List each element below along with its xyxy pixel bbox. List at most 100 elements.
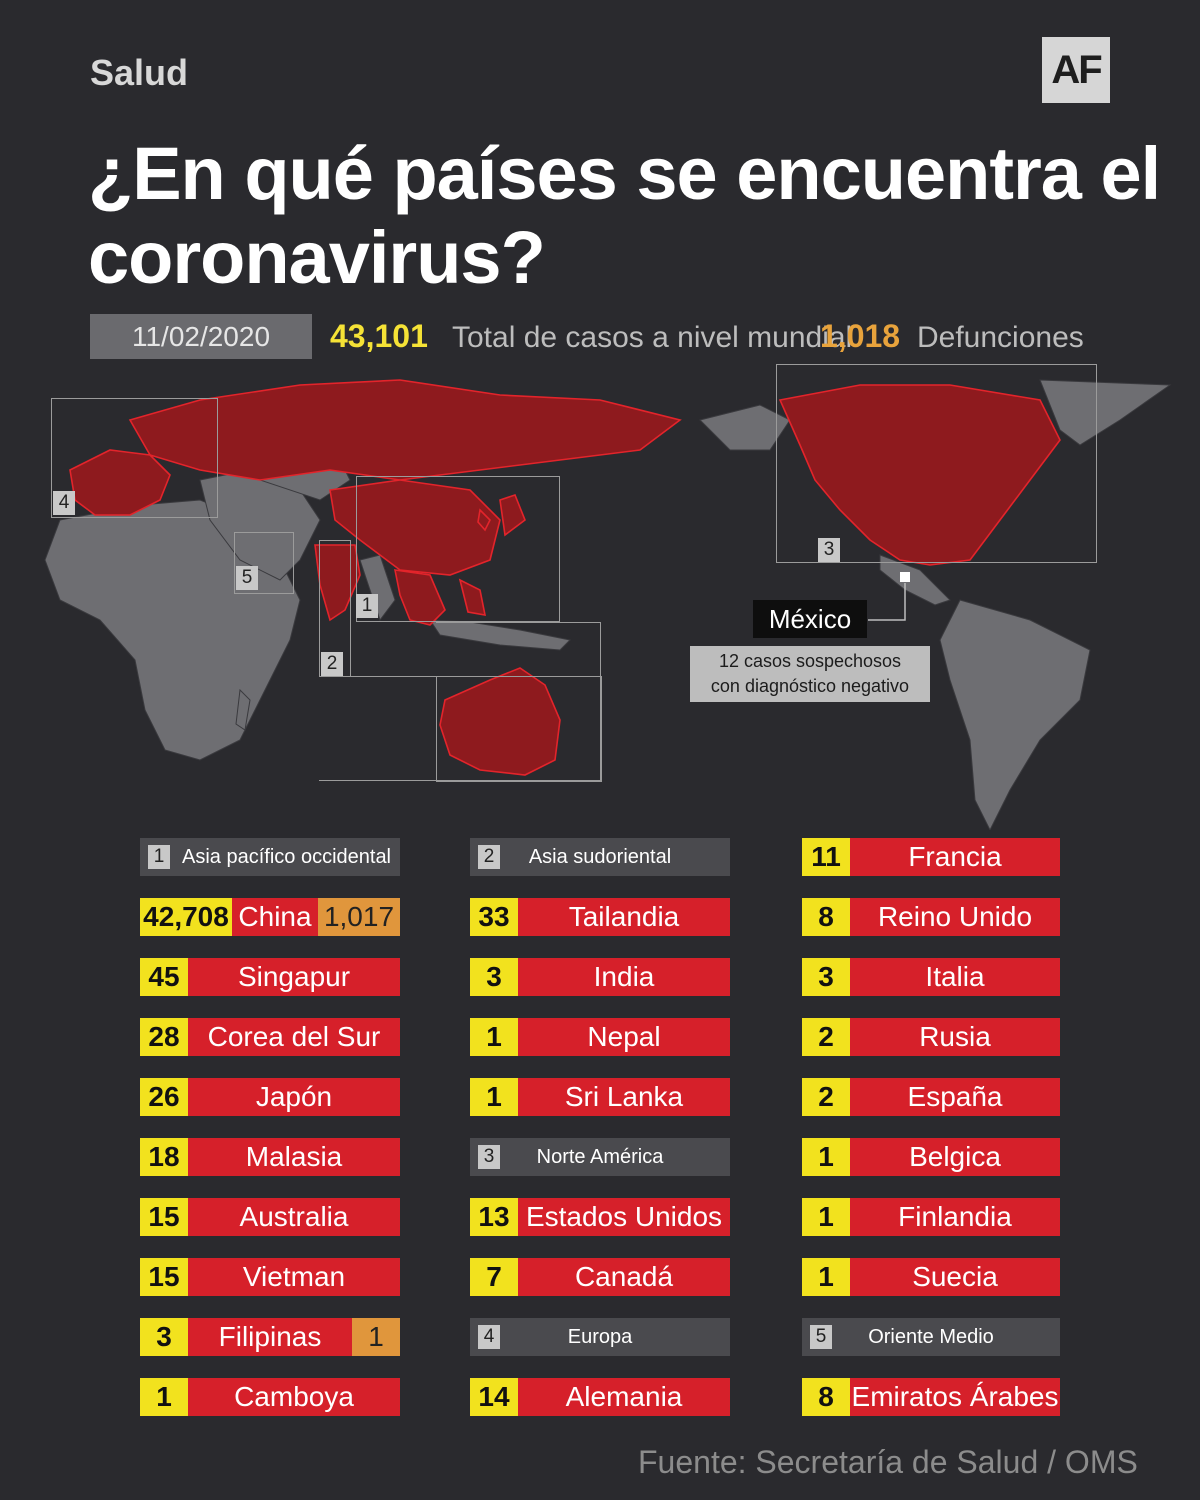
source-credit: Fuente: Secretaría de Salud / OMS	[638, 1444, 1138, 1480]
case-count: 26	[140, 1078, 188, 1116]
case-count: 14	[470, 1378, 518, 1416]
case-count: 8	[802, 1378, 850, 1416]
case-count: 1	[802, 1198, 850, 1236]
country-name: Tailandia	[518, 898, 730, 936]
country-row: 1 Sri Lanka	[470, 1078, 730, 1116]
region-header-number: 3	[478, 1145, 500, 1169]
country-name: Nepal	[518, 1018, 730, 1056]
country-name: Japón	[188, 1078, 400, 1116]
affected-land	[69, 379, 1061, 776]
total-cases-label: Total de casos a nivel mundial	[452, 321, 853, 354]
country-row: 1 Camboya	[140, 1378, 400, 1416]
case-count: 1	[802, 1138, 850, 1176]
deaths-label: Defunciones	[917, 321, 1084, 354]
country-name: Francia	[850, 838, 1060, 876]
country-row: 3 India	[470, 958, 730, 996]
country-name: Estados Unidos	[518, 1198, 730, 1236]
region-header-4: 4 Europa	[470, 1318, 730, 1356]
region-header-number: 4	[478, 1325, 500, 1349]
total-cases-value: 43,101	[330, 318, 428, 354]
case-count: 2	[802, 1078, 850, 1116]
death-count: 1,017	[318, 898, 400, 936]
country-name: Camboya	[188, 1378, 400, 1416]
region-box-2c	[436, 676, 602, 782]
case-count: 2	[802, 1018, 850, 1056]
country-row: 26 Japón	[140, 1078, 400, 1116]
case-count: 33	[470, 898, 518, 936]
case-count: 15	[140, 1258, 188, 1296]
case-count: 3	[802, 958, 850, 996]
region-number-2: 2	[321, 652, 343, 676]
case-count: 1	[802, 1258, 850, 1296]
case-count: 3	[470, 958, 518, 996]
deaths-value: 1,018	[820, 318, 901, 354]
region-header-number: 1	[148, 845, 170, 869]
country-name: Emiratos Árabes	[850, 1378, 1060, 1416]
region-box-4	[51, 398, 218, 518]
country-row: 15 Vietman	[140, 1258, 400, 1296]
region-box-3	[776, 364, 1097, 563]
region-number-5: 5	[236, 566, 258, 590]
country-name: Alemania	[518, 1378, 730, 1416]
country-name: Canadá	[518, 1258, 730, 1296]
case-count: 3	[140, 1318, 188, 1356]
country-name: Reino Unido	[850, 898, 1060, 936]
country-row: 1 Nepal	[470, 1018, 730, 1056]
country-name: Suecia	[850, 1258, 1060, 1296]
country-name: Australia	[188, 1198, 400, 1236]
country-row: 1 Suecia	[802, 1258, 1060, 1296]
region-header-1: 1 Asia pacífico occidental	[140, 838, 400, 876]
country-row: 3 Italia	[802, 958, 1060, 996]
country-row: 11 Francia	[802, 838, 1060, 876]
region-header-label: Oriente Medio	[868, 1325, 994, 1348]
country-row: 42,708 China 1,017	[140, 898, 400, 936]
country-name: Rusia	[850, 1018, 1060, 1056]
country-name: India	[518, 958, 730, 996]
region-box-2b	[319, 622, 601, 781]
country-row: 15 Australia	[140, 1198, 400, 1236]
country-row: 7 Canadá	[470, 1258, 730, 1296]
country-name: China	[232, 898, 318, 936]
region-header-number: 2	[478, 845, 500, 869]
region-box-5	[234, 532, 294, 594]
country-row: 14 Alemania	[470, 1378, 730, 1416]
mexico-note-line1: 12 casos sospechosos	[718, 651, 902, 671]
case-count: 45	[140, 958, 188, 996]
mexico-note: 12 casos sospechosos con diagnóstico neg…	[690, 646, 930, 702]
case-count: 15	[140, 1198, 188, 1236]
country-name: España	[850, 1078, 1060, 1116]
country-row: 13 Estados Unidos	[470, 1198, 730, 1236]
country-name: Italia	[850, 958, 1060, 996]
country-name: Corea del Sur	[188, 1018, 400, 1056]
country-name: Vietman	[188, 1258, 400, 1296]
mexico-connector	[868, 583, 906, 621]
country-name: Malasia	[188, 1138, 400, 1176]
case-count: 13	[470, 1198, 518, 1236]
country-row: 3 Filipinas 1	[140, 1318, 400, 1356]
region-box-2e	[319, 676, 436, 677]
case-count: 1	[140, 1378, 188, 1416]
region-header-label: Europa	[567, 1325, 633, 1348]
country-name: Singapur	[188, 958, 400, 996]
case-count: 18	[140, 1138, 188, 1176]
section-label: Salud	[90, 52, 189, 93]
mexico-marker	[900, 572, 910, 582]
mexico-note-line2: con diagnóstico negativo	[710, 676, 910, 696]
country-row: 1 Belgica	[802, 1138, 1060, 1176]
case-count: 1	[470, 1078, 518, 1116]
region-box-2a	[319, 540, 351, 677]
case-count: 42,708	[140, 898, 232, 936]
country-name: Finlandia	[850, 1198, 1060, 1236]
region-header-3: 3 Norte América	[470, 1138, 730, 1176]
mexico-label: México	[753, 600, 867, 638]
af-logo: AF	[1042, 37, 1110, 103]
country-row: 18 Malasia	[140, 1138, 400, 1176]
country-row: 1 Finlandia	[802, 1198, 1060, 1236]
country-name: Sri Lanka	[518, 1078, 730, 1116]
country-row: 33 Tailandia	[470, 898, 730, 936]
region-box-2d	[436, 622, 600, 623]
country-name: Filipinas	[188, 1318, 352, 1356]
country-row: 8 Emiratos Árabes	[802, 1378, 1060, 1416]
country-row: 2 España	[802, 1078, 1060, 1116]
region-header-label: Asia pacífico occidental	[182, 845, 392, 868]
